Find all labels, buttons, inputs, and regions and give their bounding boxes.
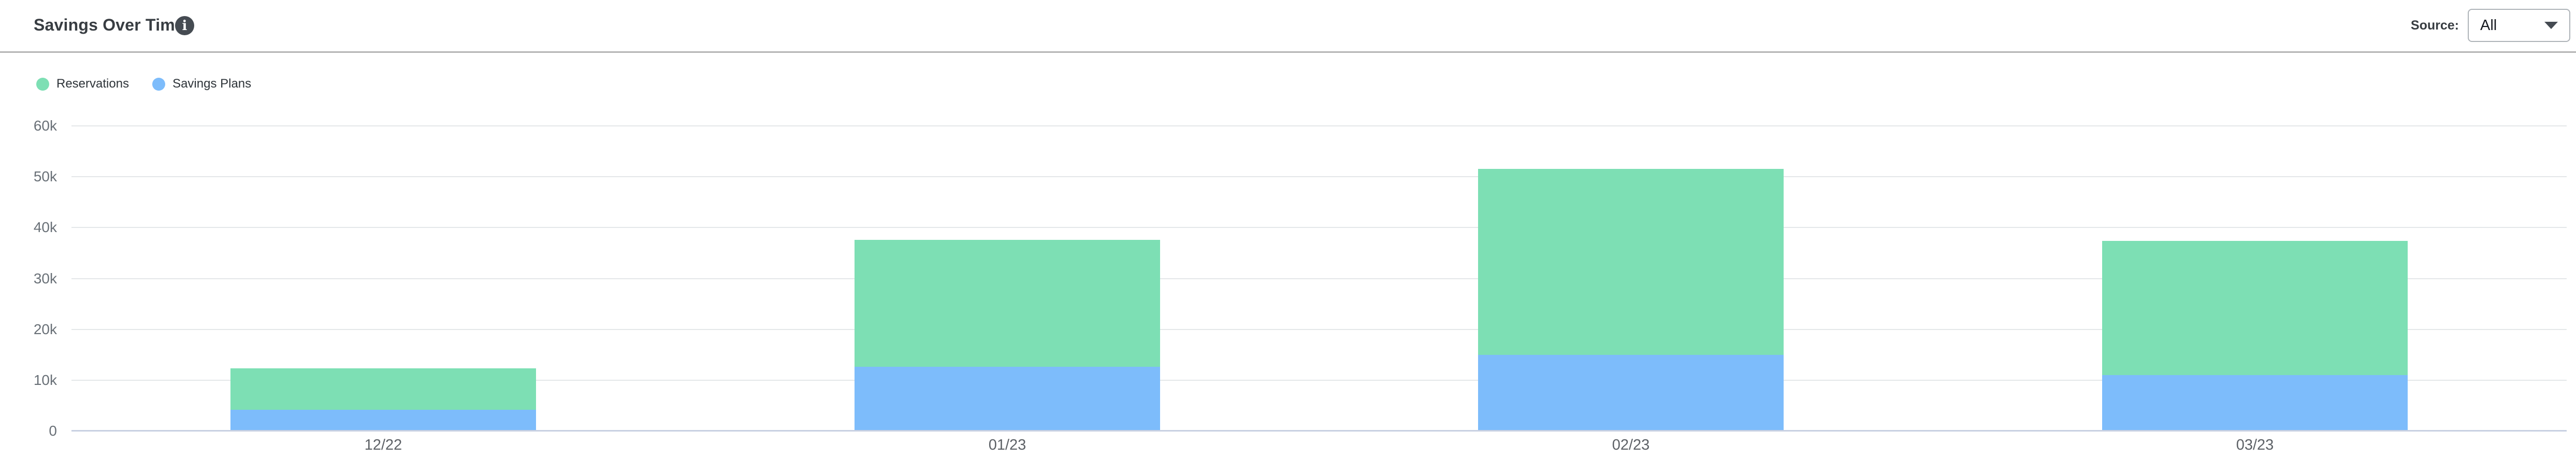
bar-segment-reservations[interactable] <box>230 368 536 410</box>
x-axis-labels: 12/22 01/23 02/23 03/23 <box>0 437 2576 457</box>
bar-segment-reservations[interactable] <box>2102 240 2408 375</box>
y-tick-label-0: 0 <box>49 423 57 439</box>
bar-segment-savings-plans[interactable] <box>2102 375 2408 431</box>
bar-01-23[interactable] <box>855 239 1160 431</box>
bar-segment-savings-plans[interactable] <box>230 409 536 431</box>
x-axis-baseline <box>71 430 2567 432</box>
x-tick-label-01-23: 01/23 <box>988 437 1026 453</box>
bar-segment-reservations[interactable] <box>1478 169 1784 355</box>
bar-02-23[interactable] <box>1478 169 1784 431</box>
legend-label: Reservations <box>56 77 129 91</box>
y-tick-label-50k: 50k <box>33 168 57 185</box>
gridline-60k <box>71 125 2567 126</box>
x-tick-label-12-22: 12/22 <box>364 437 402 453</box>
y-tick-label-10k: 10k <box>33 371 57 388</box>
legend-item-savings-plans[interactable]: Savings Plans <box>152 77 251 91</box>
chart-legend: Reservations Savings Plans <box>36 77 251 91</box>
y-axis-labels: 0 10k 20k 30k 40k 50k 60k <box>0 119 57 438</box>
x-tick-label-03-23: 03/23 <box>2236 437 2274 453</box>
legend-swatch <box>36 77 49 91</box>
plot-area <box>71 125 2567 432</box>
chevron-down-icon <box>2544 22 2558 29</box>
legend-swatch <box>152 77 166 91</box>
gridline-20k <box>71 328 2567 330</box>
y-tick-label-20k: 20k <box>33 321 57 337</box>
source-select[interactable]: All <box>2468 9 2570 42</box>
card-title: Savings Over Time <box>34 16 184 34</box>
bar-12-22[interactable] <box>230 368 536 431</box>
bar-segment-reservations[interactable] <box>855 239 1160 367</box>
gridline-40k <box>71 227 2567 228</box>
header-divider <box>0 51 2576 53</box>
source-control: Source: All <box>2411 9 2570 42</box>
source-select-value: All <box>2480 17 2497 34</box>
y-tick-label-60k: 60k <box>33 118 57 134</box>
gridline-10k <box>71 379 2567 381</box>
bar-03-23[interactable] <box>2102 240 2408 431</box>
bar-segment-savings-plans[interactable] <box>855 367 1160 431</box>
y-tick-label-40k: 40k <box>33 219 57 236</box>
legend-label: Savings Plans <box>172 77 252 91</box>
card-header: Savings Over Time i Source: All <box>0 0 2576 52</box>
gridline-50k <box>71 176 2567 178</box>
legend-item-reservations[interactable]: Reservations <box>36 77 129 91</box>
source-label: Source: <box>2410 18 2459 33</box>
gridline-30k <box>71 278 2567 279</box>
bar-segment-savings-plans[interactable] <box>1478 354 1784 431</box>
x-tick-label-02-23: 02/23 <box>1612 437 1650 453</box>
y-tick-label-30k: 30k <box>33 270 57 286</box>
info-icon[interactable]: i <box>175 16 194 35</box>
